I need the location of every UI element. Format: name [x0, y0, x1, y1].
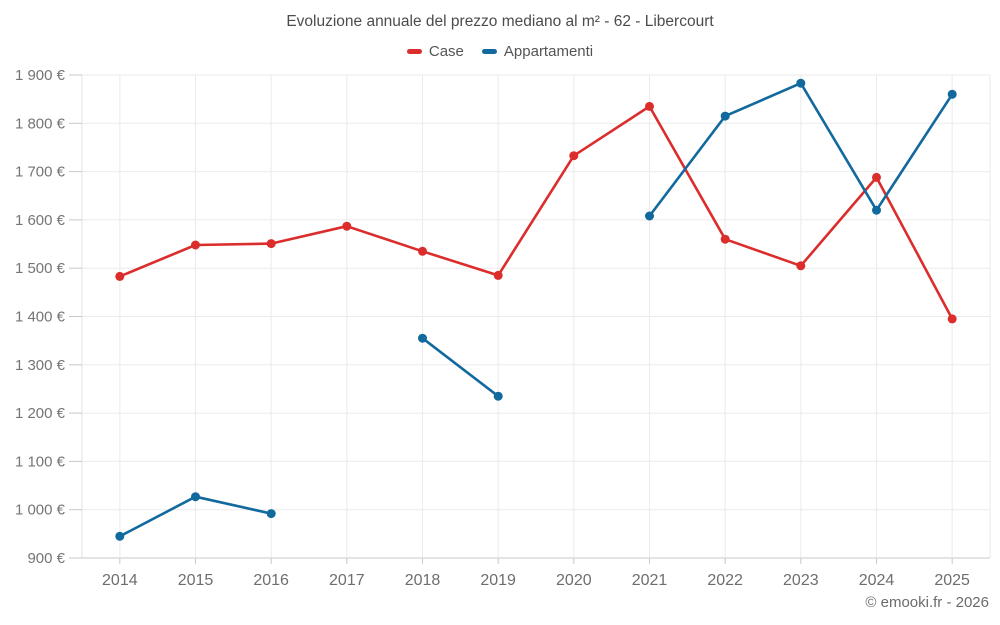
point-case-2016[interactable] [266, 239, 276, 249]
point-case-2020[interactable] [569, 151, 579, 161]
point-appartamenti-2021[interactable] [645, 211, 654, 221]
svg-text:1 900 €: 1 900 € [15, 67, 66, 84]
svg-text:1 700 €: 1 700 € [15, 164, 66, 181]
svg-text:1 500 €: 1 500 € [15, 260, 66, 277]
svg-text:1 600 €: 1 600 € [15, 212, 66, 229]
point-case-2017[interactable] [342, 221, 352, 231]
legend-item-appartamenti[interactable]: Appartamenti [481, 43, 594, 60]
point-appartamenti-2025[interactable] [947, 89, 957, 99]
legend-label-case: Case [428, 43, 464, 60]
svg-text:2014: 2014 [102, 572, 138, 589]
svg-text:1 400 €: 1 400 € [15, 309, 66, 326]
point-appartamenti-2018[interactable] [418, 333, 427, 343]
svg-text:2020: 2020 [556, 572, 592, 589]
svg-text:2024: 2024 [859, 572, 895, 589]
svg-text:2021: 2021 [632, 572, 668, 589]
point-appartamenti-2014[interactable] [115, 531, 125, 541]
point-case-2021[interactable] [645, 101, 654, 111]
svg-text:2022: 2022 [707, 572, 743, 589]
axis-ticks [69, 74, 953, 564]
point-case-2025[interactable] [947, 314, 957, 324]
gridlines [81, 74, 991, 559]
series-line-appartamenti [118, 81, 954, 538]
case-swatch-icon [406, 49, 422, 54]
point-case-2024[interactable] [872, 172, 881, 182]
appartamenti-swatch-icon [481, 49, 497, 54]
svg-text:1 000 €: 1 000 € [15, 502, 66, 519]
legend: Case Appartamenti [0, 43, 1000, 60]
svg-text:1 200 €: 1 200 € [15, 405, 66, 422]
point-case-2018[interactable] [418, 246, 427, 256]
point-appartamenti-2024[interactable] [872, 205, 881, 215]
svg-text:1 100 €: 1 100 € [15, 453, 66, 470]
svg-text:2017: 2017 [329, 572, 365, 589]
point-case-2014[interactable] [115, 271, 125, 281]
svg-text:2019: 2019 [480, 572, 516, 589]
point-appartamenti-2019[interactable] [493, 391, 503, 401]
svg-text:1 300 €: 1 300 € [15, 357, 66, 374]
svg-text:2015: 2015 [178, 572, 214, 589]
point-case-2023[interactable] [796, 261, 806, 271]
legend-item-case[interactable]: Case [406, 43, 464, 60]
copyright-footer: © emooki.fr - 2026 [865, 594, 989, 611]
svg-text:1 800 €: 1 800 € [15, 115, 66, 132]
svg-text:2025: 2025 [934, 572, 970, 589]
svg-text:2018: 2018 [405, 572, 441, 589]
legend-label-appartamenti: Appartamenti [503, 43, 594, 60]
point-case-2022[interactable] [720, 234, 730, 244]
svg-text:2023: 2023 [783, 572, 819, 589]
point-case-2015[interactable] [191, 240, 200, 250]
svg-text:2016: 2016 [253, 572, 289, 589]
point-appartamenti-2022[interactable] [720, 111, 730, 121]
point-appartamenti-2015[interactable] [191, 492, 200, 502]
point-case-2019[interactable] [493, 270, 503, 280]
series-appartamenti [115, 78, 957, 541]
series-case [115, 101, 957, 324]
point-appartamenti-2016[interactable] [266, 509, 276, 519]
point-appartamenti-2023[interactable] [796, 78, 806, 88]
chart-title: Evoluzione annuale del prezzo mediano al… [286, 13, 714, 30]
svg-text:900 €: 900 € [27, 550, 65, 567]
axis-labels: 900 € 1 000 € 1 100 € 1 200 € 1 300 € 1 400 €… [15, 67, 970, 589]
series-line-case [118, 105, 954, 321]
